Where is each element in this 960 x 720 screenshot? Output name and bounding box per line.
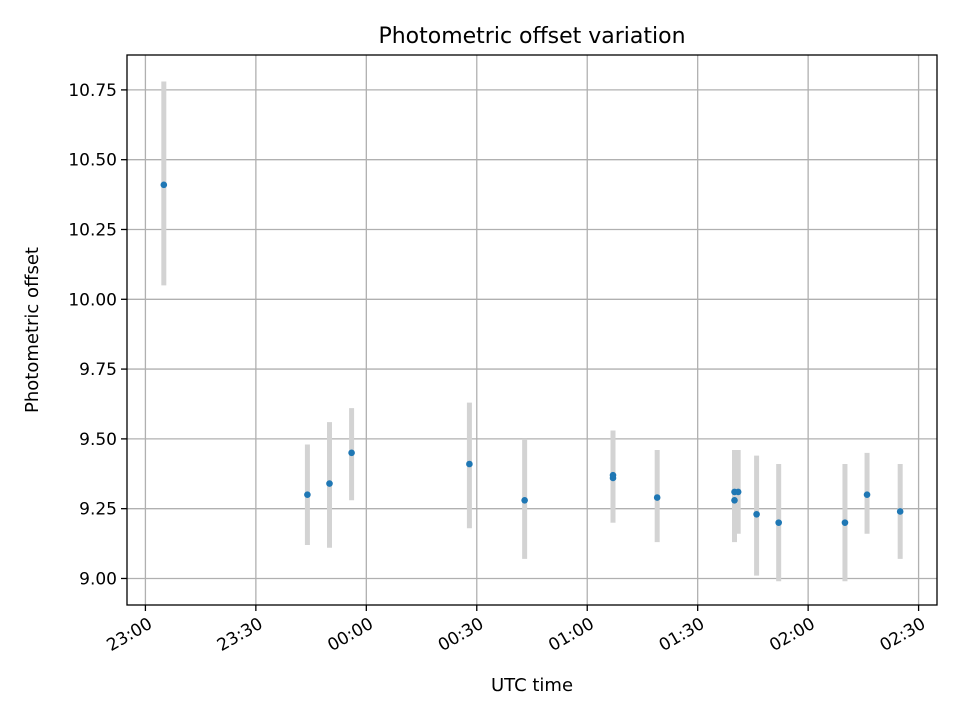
y-tick-label: 9.75	[79, 360, 117, 380]
y-axis: 9.00 9.25 9.50 9.75 10.00 10.25 10.50 10.75	[68, 81, 127, 589]
y-tick-label: 10.75	[68, 81, 117, 101]
y-tick-label: 10.00	[68, 290, 117, 310]
data-point	[348, 449, 355, 457]
data-point	[734, 488, 742, 496]
data-point	[896, 508, 904, 515]
chart-title: Photometric offset variation	[378, 24, 685, 49]
y-axis-label: Photometric offset	[22, 247, 43, 413]
x-axis-label: UTC time	[491, 675, 573, 696]
data-point	[841, 519, 849, 526]
data-point	[731, 497, 738, 504]
data-point	[521, 497, 528, 504]
grid-layer	[127, 55, 937, 605]
y-tick-label: 9.25	[79, 500, 117, 520]
data-point	[160, 181, 168, 189]
data-point	[753, 510, 760, 518]
data-point	[863, 491, 871, 499]
data-point	[326, 480, 333, 487]
point-layer	[160, 181, 904, 526]
data-point	[653, 494, 661, 501]
data-point	[466, 460, 473, 468]
data-point	[609, 474, 617, 482]
y-tick-label: 9.00	[79, 569, 117, 589]
y-tick-label: 10.25	[68, 220, 117, 240]
y-tick-label: 9.50	[79, 430, 117, 450]
data-point	[775, 519, 782, 526]
data-point	[304, 491, 311, 499]
y-tick-label: 10.50	[68, 151, 117, 171]
plot-frame	[126, 54, 938, 606]
